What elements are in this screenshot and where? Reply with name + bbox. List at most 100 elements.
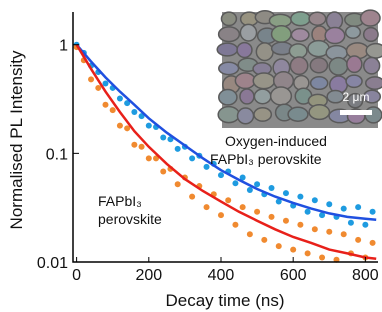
data-point bbox=[139, 144, 145, 150]
data-point bbox=[326, 229, 332, 235]
grain bbox=[364, 28, 378, 42]
data-point bbox=[175, 146, 181, 152]
data-point bbox=[225, 197, 231, 203]
annotation: perovskite bbox=[98, 211, 162, 227]
data-point bbox=[254, 181, 260, 187]
x-tick-label: 400 bbox=[208, 267, 235, 284]
data-point bbox=[189, 194, 195, 200]
data-point bbox=[131, 142, 137, 148]
grain bbox=[327, 12, 343, 29]
grain bbox=[291, 29, 309, 42]
x-axis-label: Decay time (ns) bbox=[165, 291, 284, 310]
data-point bbox=[297, 222, 303, 228]
grain bbox=[288, 107, 308, 121]
data-point bbox=[117, 123, 123, 129]
grain bbox=[253, 73, 274, 89]
grain bbox=[289, 44, 307, 58]
grain bbox=[237, 43, 252, 58]
grain bbox=[309, 12, 326, 25]
grain bbox=[219, 62, 239, 74]
chart: 2 μm 0 200 400 600 800 0.01 0.1 1 Oxygen-induce… bbox=[0, 0, 382, 312]
data-point bbox=[88, 76, 94, 82]
data-point bbox=[319, 255, 325, 261]
grain bbox=[240, 24, 256, 41]
data-point bbox=[204, 204, 210, 210]
data-point bbox=[218, 172, 224, 178]
grain bbox=[219, 27, 240, 42]
data-point bbox=[312, 226, 318, 232]
grain bbox=[221, 12, 236, 25]
data-point bbox=[297, 194, 303, 200]
grain bbox=[256, 43, 273, 61]
grain bbox=[218, 107, 239, 123]
grain bbox=[271, 87, 292, 105]
annotation: Oxygen-induced bbox=[225, 133, 327, 149]
data-point bbox=[175, 181, 181, 187]
y-axis-label: Normalised PL Intensity bbox=[7, 50, 26, 229]
data-point bbox=[254, 209, 260, 215]
data-point bbox=[269, 185, 275, 191]
grain bbox=[311, 77, 328, 90]
data-point bbox=[355, 204, 361, 210]
y-tick-label: 1 bbox=[59, 38, 68, 55]
data-point bbox=[276, 243, 282, 249]
data-point bbox=[247, 187, 253, 193]
grain bbox=[272, 26, 291, 42]
x-tick-label: 200 bbox=[135, 267, 162, 284]
y-tick-label: 0.01 bbox=[37, 255, 68, 272]
grain bbox=[235, 73, 255, 89]
inset-image: 2 μm bbox=[217, 10, 382, 128]
grain bbox=[309, 105, 329, 120]
grain bbox=[254, 89, 270, 104]
grain bbox=[361, 10, 380, 26]
data-point bbox=[283, 218, 289, 224]
grain bbox=[366, 44, 382, 58]
data-point bbox=[370, 240, 376, 246]
x-tick-label: 800 bbox=[352, 267, 379, 284]
data-point bbox=[117, 95, 123, 101]
annotation: FAPbI₃ perovskite bbox=[210, 151, 322, 167]
y-tick-label: 0.1 bbox=[46, 146, 68, 163]
scale-bar bbox=[340, 110, 372, 115]
grain bbox=[217, 43, 237, 56]
grain bbox=[219, 90, 237, 105]
grain bbox=[310, 58, 327, 73]
data-point bbox=[305, 250, 311, 256]
data-point bbox=[269, 214, 275, 220]
scale-label: 2 μm bbox=[343, 90, 370, 104]
data-point bbox=[326, 201, 332, 207]
data-point bbox=[312, 197, 318, 203]
grain bbox=[240, 89, 254, 104]
grain bbox=[237, 108, 253, 124]
grain bbox=[325, 28, 345, 44]
data-point bbox=[232, 180, 238, 186]
data-point bbox=[240, 204, 246, 210]
grain bbox=[346, 26, 361, 38]
data-point bbox=[110, 107, 116, 113]
grain bbox=[329, 58, 347, 75]
data-point bbox=[247, 231, 253, 237]
x-tick-label: 600 bbox=[280, 267, 307, 284]
grain bbox=[346, 75, 362, 87]
data-point bbox=[189, 155, 195, 161]
data-point bbox=[348, 220, 354, 226]
data-point bbox=[218, 212, 224, 218]
data-point bbox=[102, 80, 108, 86]
data-point bbox=[232, 222, 238, 228]
data-point bbox=[362, 222, 368, 228]
data-point bbox=[261, 237, 267, 243]
data-point bbox=[131, 109, 137, 115]
data-point bbox=[160, 134, 166, 140]
data-point bbox=[355, 237, 361, 243]
grain bbox=[327, 90, 344, 102]
data-point bbox=[102, 102, 108, 108]
grain bbox=[364, 58, 380, 74]
annotation: FAPbI₃ bbox=[98, 193, 142, 209]
grain bbox=[290, 57, 307, 74]
data-point bbox=[146, 155, 152, 161]
x-tick-label: 0 bbox=[72, 267, 81, 284]
data-point bbox=[146, 123, 152, 129]
grain bbox=[366, 77, 382, 89]
data-point bbox=[290, 247, 296, 253]
data-point bbox=[283, 190, 289, 196]
